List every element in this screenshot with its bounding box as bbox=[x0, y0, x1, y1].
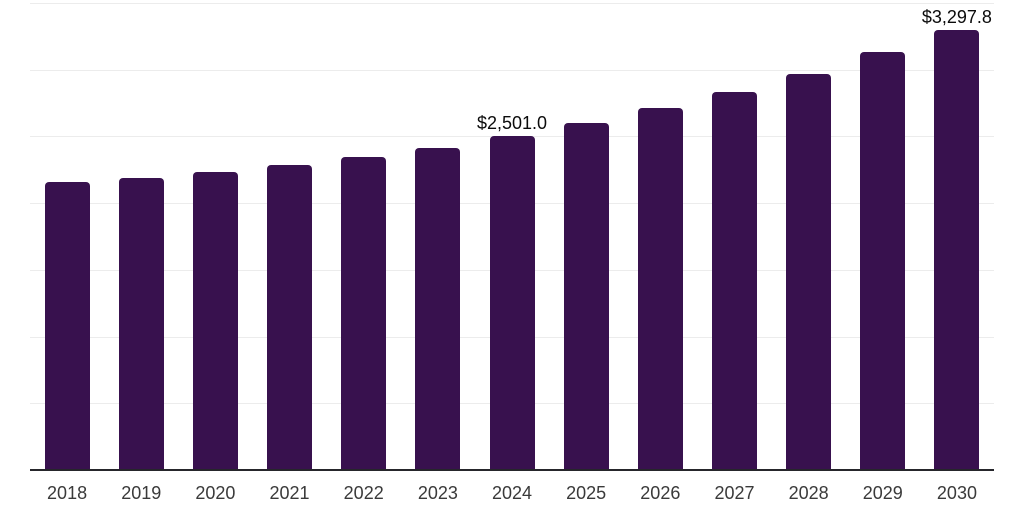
x-tick-label-2021: 2021 bbox=[269, 483, 310, 503]
bar-2019 bbox=[118, 178, 164, 470]
bar-2024 bbox=[489, 136, 535, 470]
value-label-2030: $3,297.8 bbox=[921, 6, 992, 27]
x-tick-label-2018: 2018 bbox=[47, 483, 88, 503]
x-tick-label-2029: 2029 bbox=[862, 483, 903, 503]
bar-2021 bbox=[267, 164, 313, 470]
bar-2020 bbox=[192, 172, 238, 470]
x-tick-label-2023: 2023 bbox=[417, 483, 458, 503]
x-tick-label-2024: 2024 bbox=[491, 483, 533, 503]
x-tick-label-2026: 2026 bbox=[640, 483, 681, 503]
bar-2030 bbox=[934, 29, 980, 470]
gridline-3000 bbox=[30, 69, 994, 71]
bar-2028 bbox=[786, 73, 832, 470]
bar-2027 bbox=[711, 92, 757, 470]
bar-2018 bbox=[44, 182, 90, 470]
plot-area: $2,501.0 $3,297.8 bbox=[30, 3, 994, 470]
bar-2025 bbox=[563, 123, 609, 470]
x-axis-tick-labels: 2018 2019 2020 2021 2022 2023 2024 2025 2026 2027… bbox=[30, 483, 994, 504]
x-tick-label-2019: 2019 bbox=[121, 483, 162, 503]
bar-2023 bbox=[415, 148, 461, 470]
x-tick-label-2020: 2020 bbox=[195, 483, 236, 503]
x-tick-label-2022: 2022 bbox=[343, 483, 384, 503]
gridline-3500 bbox=[30, 3, 994, 4]
x-tick-label-2027: 2027 bbox=[714, 483, 755, 503]
value-label-2024: $2,501.0 bbox=[476, 113, 548, 134]
bar-2022 bbox=[341, 156, 387, 470]
bar-2026 bbox=[637, 108, 683, 470]
x-tick-label-2025: 2025 bbox=[566, 483, 607, 503]
x-tick-label-2030: 2030 bbox=[936, 483, 977, 503]
x-tick-label-2028: 2028 bbox=[788, 483, 829, 503]
x-axis-line bbox=[30, 469, 994, 471]
bar-2029 bbox=[860, 52, 906, 470]
